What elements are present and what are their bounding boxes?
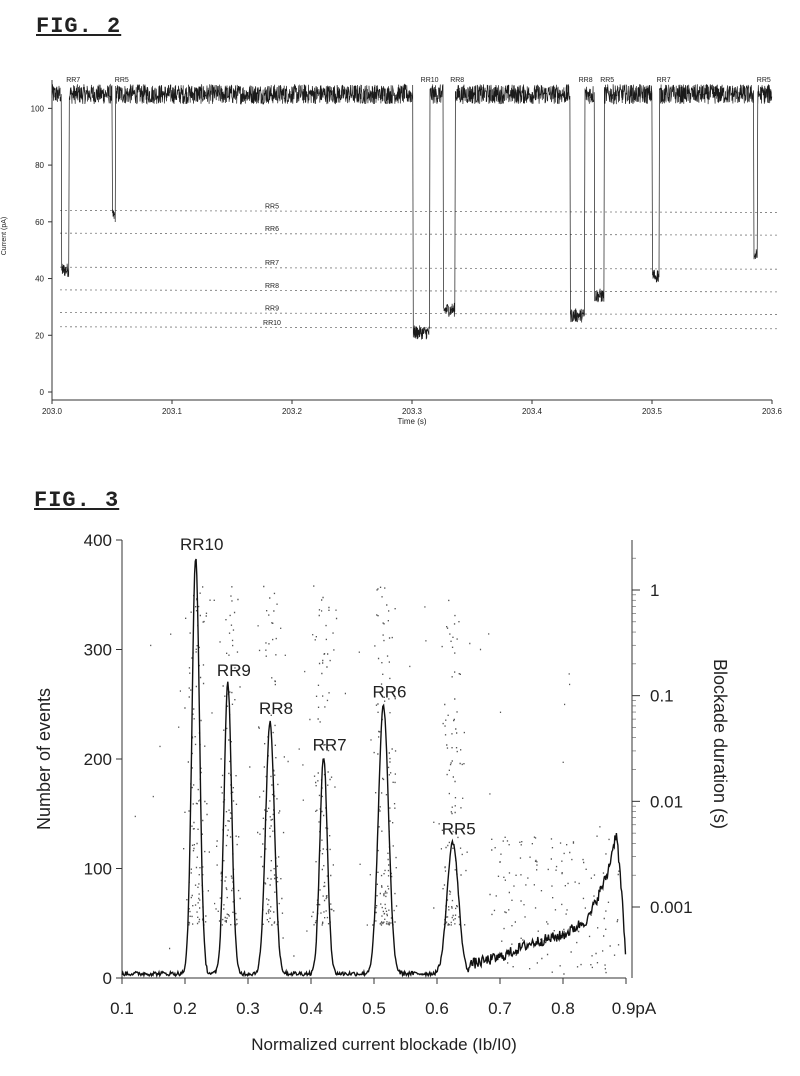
- fig2-y-tick-label: 20: [35, 331, 44, 340]
- fig2-x-axis-label: Time (s): [397, 417, 426, 426]
- fig2-event-label: RR8: [579, 77, 593, 84]
- fig3-y-tick-label: 400: [84, 531, 112, 550]
- figure-2-label: FIG. 2: [36, 14, 122, 39]
- fig3-x-tick-label: 0.8: [551, 999, 575, 1018]
- fig2-event-label: RR5: [757, 77, 771, 84]
- fig3-y2-tick-label: 0.1: [650, 687, 674, 706]
- fig2-x-tick-label: 203.2: [282, 407, 303, 416]
- fig2-event-label: RR7: [657, 77, 671, 84]
- fig3-x-tick-label: 0.1: [110, 999, 134, 1018]
- fig3-y2-tick-label: 0.001: [650, 898, 693, 917]
- fig2-x-tick-label: 203.0: [42, 407, 63, 416]
- fig2-y-tick-label: 60: [35, 218, 44, 227]
- fig2-event-label: RR5: [115, 77, 129, 84]
- fig2-reference-label: RR8: [265, 283, 279, 290]
- fig3-x-tick-label: 0.5: [362, 999, 386, 1018]
- fig2-reference-label: RR6: [265, 226, 279, 233]
- fig2-y-tick-label: 0: [40, 388, 45, 397]
- fig3-y-tick-label: 0: [103, 969, 112, 988]
- fig3-peak-label: RR6: [372, 683, 406, 702]
- fig3-y2-tick-label: 0.01: [650, 792, 683, 811]
- fig3-histogram-line: [121, 558, 627, 978]
- fig3-x-tick-label: 0.3: [236, 999, 260, 1018]
- fig3-y-axis-label: Number of events: [34, 688, 54, 830]
- fig3-peak-label: RR10: [180, 535, 223, 554]
- fig2-reference-line: [59, 232, 781, 236]
- fig2-x-tick-label: 203.1: [162, 407, 183, 416]
- fig3-y2-tick-label: 1: [650, 581, 659, 600]
- fig3-duration-scatter: [134, 585, 620, 975]
- fig2-reference-line: [59, 210, 781, 213]
- fig2-reference-line: [59, 289, 781, 293]
- fig2-event-label: RR5: [600, 77, 614, 84]
- fig2-y-tick-label: 40: [35, 275, 44, 284]
- fig3-y-tick-label: 300: [84, 641, 112, 660]
- fig3-y-tick-label: 100: [84, 860, 112, 879]
- fig2-x-tick-label: 203.6: [762, 407, 783, 416]
- fig2-x-tick-label: 203.5: [642, 407, 663, 416]
- fig3-y-tick-label: 200: [84, 750, 112, 769]
- fig2-reference-label: RR7: [265, 260, 279, 267]
- fig3-x-tick-label: 0.7: [488, 999, 512, 1018]
- fig3-x-tick-label: 0.4: [299, 999, 323, 1018]
- fig2-event-label: RR8: [450, 77, 464, 84]
- fig2-reference-line: [59, 266, 781, 270]
- fig3-x-tick-label: 0.9pA: [612, 999, 657, 1018]
- fig3-peak-label: RR5: [442, 820, 476, 839]
- figure-3-label: FIG. 3: [34, 488, 120, 513]
- fig3-y2-axis-label: Blockade duration (s): [710, 659, 730, 829]
- fig3-x-tick-label: 0.2: [173, 999, 197, 1018]
- fig2-y-tick-label: 80: [35, 161, 44, 170]
- fig3-x-tick-label: 0.6: [425, 999, 449, 1018]
- fig2-x-tick-label: 203.3: [402, 407, 423, 416]
- fig2-current-trace: [51, 83, 773, 340]
- fig2-event-label: RR10: [421, 77, 439, 84]
- fig3-x-axis-label: Normalized current blockade (Ib/I0): [251, 1035, 517, 1054]
- fig2-event-label: RR7: [66, 77, 80, 84]
- fig2-y-tick-label: 100: [31, 104, 45, 113]
- fig2-reference-label: RR5: [265, 203, 279, 210]
- fig2-x-tick-label: 203.4: [522, 407, 543, 416]
- fig2-y-axis-label: Current (pA): [1, 217, 8, 256]
- fig3-peak-label: RR9: [217, 661, 251, 680]
- fig3-peak-label: RR7: [313, 735, 347, 754]
- fig2-chart: 0 20 40 60 80 100 203.0 203.1 203.2 203.3 203.4 203…: [1, 77, 783, 426]
- fig2-reference-line: [59, 312, 781, 315]
- fig2-reference-label: RR10: [263, 320, 281, 327]
- fig2-reference-label: RR9: [265, 306, 279, 313]
- fig3-peak-label: RR8: [259, 699, 293, 718]
